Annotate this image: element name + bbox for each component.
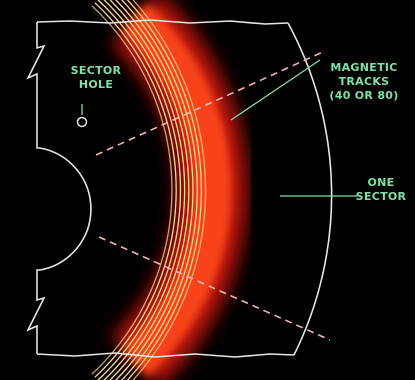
track-arc — [94, 2, 177, 378]
magnetic-tracks — [91, 0, 207, 380]
tracks-label-line3: (40 OR 80) — [329, 89, 398, 102]
track-arc — [103, 0, 186, 380]
disk-outline — [26, 19, 333, 358]
track-arc — [91, 5, 173, 375]
sector-hole-label-line1: SECTOR — [71, 64, 122, 77]
leader-lines — [81, 59, 358, 197]
tracks-label-line1: MAGNETIC — [330, 61, 397, 74]
track-arc — [115, 0, 194, 380]
track-arc — [120, 0, 198, 380]
top-cut-edge — [36, 19, 289, 25]
track-glow — [111, 0, 248, 380]
tracks-label-line2: TRACKS — [339, 75, 390, 88]
sector-hole — [76, 116, 88, 128]
sector-boundaries — [95, 50, 331, 341]
track-arc — [109, 0, 190, 380]
tracks-leader — [230, 59, 321, 121]
outer-rim — [287, 22, 333, 356]
track-arc — [132, 0, 207, 380]
one-sector-label-line1: ONE — [368, 176, 395, 189]
bottom-cut-edge — [36, 352, 295, 358]
left-break-edge-lower — [26, 269, 46, 354]
sector-boundary-lower — [98, 236, 331, 341]
track-arc — [97, 0, 182, 380]
sector-hole-label-line2: HOLE — [79, 78, 113, 91]
labels: SECTOR HOLE MAGNETIC TRACKS (40 OR 80) O… — [71, 61, 407, 203]
left-break-edge — [26, 22, 46, 149]
sector-boundary-upper — [95, 50, 326, 156]
center-hole-edge — [39, 147, 92, 271]
one-sector-label-line2: SECTOR — [356, 190, 407, 203]
track-arc — [126, 0, 203, 380]
